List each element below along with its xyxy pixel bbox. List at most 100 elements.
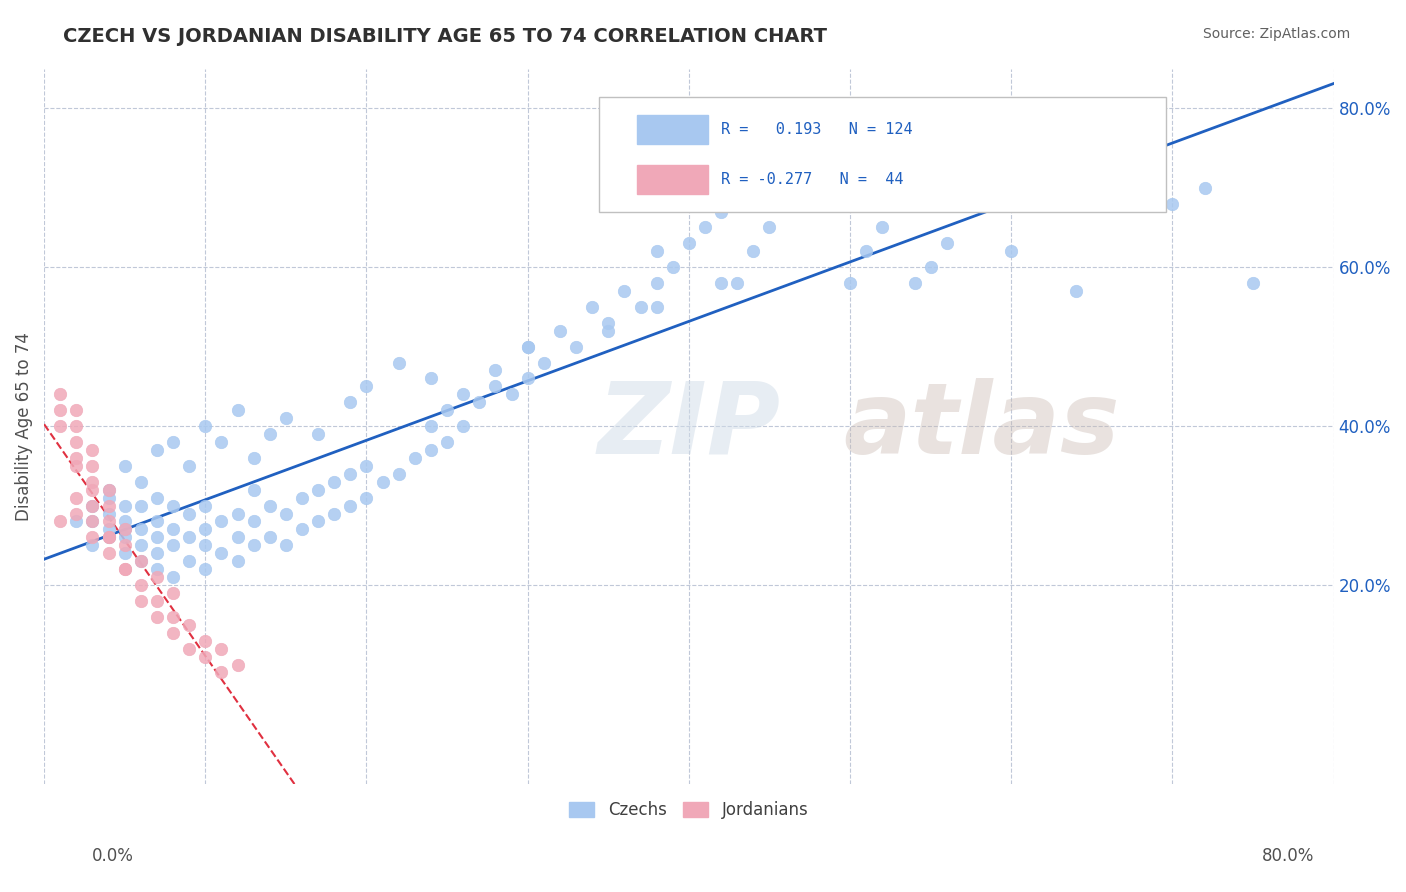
Point [82,483,104,497]
Point [65,507,87,521]
Point [114,523,136,537]
Point [807,165,830,179]
Point [97,499,120,513]
Point [114,562,136,576]
Point [162,610,184,624]
Point [97,515,120,529]
Point [97,530,120,544]
Point [420,419,443,434]
Point [710,204,733,219]
Point [548,324,571,338]
Point [291,491,314,505]
Point [420,371,443,385]
Point [82,530,104,544]
Point [710,276,733,290]
Point [274,507,297,521]
Bar [637,115,709,144]
Point [97,546,120,560]
Point [420,442,443,457]
Point [114,515,136,529]
Point [1032,196,1054,211]
Point [194,649,217,664]
Text: 0.0%: 0.0% [91,847,134,865]
Point [129,578,152,592]
Point [146,442,169,457]
Point [725,276,748,290]
Point [516,340,538,354]
Point [226,530,249,544]
Point [242,483,264,497]
Point [49,403,72,417]
Point [179,507,201,521]
Y-axis label: Disability Age 65 to 74: Disability Age 65 to 74 [15,332,32,521]
Point [291,523,314,537]
Point [693,220,716,235]
Point [65,403,87,417]
Point [82,499,104,513]
Point [194,499,217,513]
Point [339,499,361,513]
Point [678,236,700,251]
Point [194,633,217,648]
Point [129,475,152,489]
Point [1161,196,1184,211]
FancyBboxPatch shape [599,97,1166,211]
Point [645,244,668,259]
Point [129,594,152,608]
Point [451,419,474,434]
Text: Source: ZipAtlas.com: Source: ZipAtlas.com [1202,27,1350,41]
Point [179,530,201,544]
Point [129,538,152,552]
Point [356,458,378,473]
Point [484,363,506,377]
Point [65,491,87,505]
Point [598,316,620,330]
Point [97,491,120,505]
Point [307,427,329,442]
Point [82,458,104,473]
Point [274,538,297,552]
Point [194,538,217,552]
Point [920,260,942,275]
Point [114,458,136,473]
Point [194,562,217,576]
Point [114,538,136,552]
Point [581,300,603,314]
Point [129,499,152,513]
Point [1241,276,1264,290]
Point [242,538,264,552]
Point [339,395,361,409]
Text: CZECH VS JORDANIAN DISABILITY AGE 65 TO 74 CORRELATION CHART: CZECH VS JORDANIAN DISABILITY AGE 65 TO … [63,27,827,45]
Point [388,355,411,369]
Point [209,665,232,680]
Point [242,450,264,465]
Point [451,387,474,401]
Point [661,260,683,275]
Point [65,435,87,450]
Point [146,562,169,576]
Point [388,467,411,481]
Point [1194,180,1216,194]
Point [146,610,169,624]
Point [146,570,169,584]
Point [179,458,201,473]
Point [775,196,797,211]
Point [82,515,104,529]
Point [758,220,780,235]
Point [209,546,232,560]
Point [129,554,152,568]
Point [114,530,136,544]
Point [114,546,136,560]
Text: R =   0.193   N = 124: R = 0.193 N = 124 [721,122,912,136]
Point [49,419,72,434]
Point [226,554,249,568]
Point [65,450,87,465]
Point [162,570,184,584]
Point [146,515,169,529]
Point [226,507,249,521]
Point [179,641,201,656]
Point [97,483,120,497]
Point [356,491,378,505]
Point [903,276,925,290]
Point [82,499,104,513]
